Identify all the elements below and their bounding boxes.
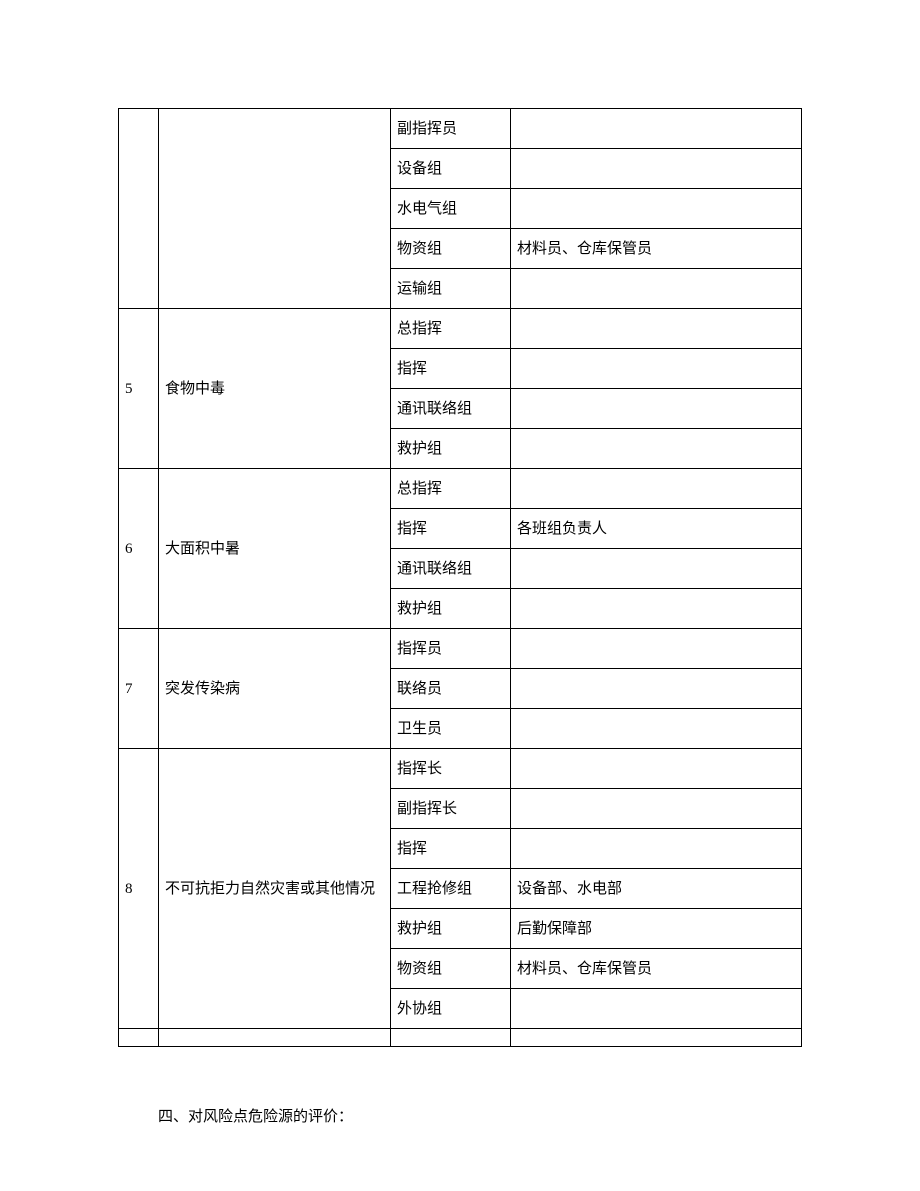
row-number-cell: 7 (119, 629, 159, 749)
empty-cell (511, 1029, 802, 1047)
table-row: 5食物中毒总指挥 (119, 309, 802, 349)
role-cell: 副指挥长 (391, 789, 511, 829)
desc-cell (511, 349, 802, 389)
category-cell: 食物中毒 (159, 309, 391, 469)
role-cell: 指挥员 (391, 629, 511, 669)
role-cell: 物资组 (391, 949, 511, 989)
role-cell: 物资组 (391, 229, 511, 269)
role-cell: 通讯联络组 (391, 549, 511, 589)
empty-cell (159, 1029, 391, 1047)
role-cell: 通讯联络组 (391, 389, 511, 429)
empty-cell (119, 1029, 159, 1047)
category-cell: 大面积中暑 (159, 469, 391, 629)
table-row: 8不可抗拒力自然灾害或其他情况指挥长 (119, 749, 802, 789)
desc-cell (511, 269, 802, 309)
desc-cell: 各班组负责人 (511, 509, 802, 549)
emergency-org-table: 副指挥员设备组水电气组物资组材料员、仓库保管员运输组5食物中毒总指挥指挥通讯联络… (118, 108, 802, 1047)
role-cell: 指挥 (391, 829, 511, 869)
role-cell: 运输组 (391, 269, 511, 309)
desc-cell (511, 709, 802, 749)
section-heading: 四、对风险点危险源的评价： (158, 1105, 920, 1126)
role-cell: 水电气组 (391, 189, 511, 229)
empty-cell (391, 1029, 511, 1047)
role-cell: 指挥长 (391, 749, 511, 789)
desc-cell: 后勤保障部 (511, 909, 802, 949)
row-number-cell: 8 (119, 749, 159, 1029)
role-cell: 救护组 (391, 589, 511, 629)
role-cell: 卫生员 (391, 709, 511, 749)
role-cell: 救护组 (391, 429, 511, 469)
role-cell: 外协组 (391, 989, 511, 1029)
desc-cell (511, 389, 802, 429)
role-cell: 设备组 (391, 149, 511, 189)
desc-cell (511, 469, 802, 509)
role-cell: 工程抢修组 (391, 869, 511, 909)
row-number-cell: 5 (119, 309, 159, 469)
desc-cell: 材料员、仓库保管员 (511, 949, 802, 989)
table-row (119, 1029, 802, 1047)
role-cell: 总指挥 (391, 309, 511, 349)
table-row: 副指挥员 (119, 109, 802, 149)
desc-cell (511, 589, 802, 629)
desc-cell: 设备部、水电部 (511, 869, 802, 909)
desc-cell (511, 789, 802, 829)
role-cell: 副指挥员 (391, 109, 511, 149)
desc-cell (511, 669, 802, 709)
desc-cell (511, 829, 802, 869)
role-cell: 指挥 (391, 349, 511, 389)
category-cell: 突发传染病 (159, 629, 391, 749)
role-cell: 指挥 (391, 509, 511, 549)
desc-cell: 材料员、仓库保管员 (511, 229, 802, 269)
table-row: 7突发传染病指挥员 (119, 629, 802, 669)
row-number-cell: 6 (119, 469, 159, 629)
desc-cell (511, 549, 802, 589)
category-cell: 不可抗拒力自然灾害或其他情况 (159, 749, 391, 1029)
document-page: 副指挥员设备组水电气组物资组材料员、仓库保管员运输组5食物中毒总指挥指挥通讯联络… (0, 0, 920, 1191)
desc-cell (511, 989, 802, 1029)
desc-cell (511, 189, 802, 229)
role-cell: 救护组 (391, 909, 511, 949)
desc-cell (511, 309, 802, 349)
category-cell (159, 109, 391, 309)
desc-cell (511, 629, 802, 669)
desc-cell (511, 149, 802, 189)
desc-cell (511, 749, 802, 789)
desc-cell (511, 109, 802, 149)
role-cell: 联络员 (391, 669, 511, 709)
table-row: 6大面积中暑总指挥 (119, 469, 802, 509)
role-cell: 总指挥 (391, 469, 511, 509)
desc-cell (511, 429, 802, 469)
row-number-cell (119, 109, 159, 309)
